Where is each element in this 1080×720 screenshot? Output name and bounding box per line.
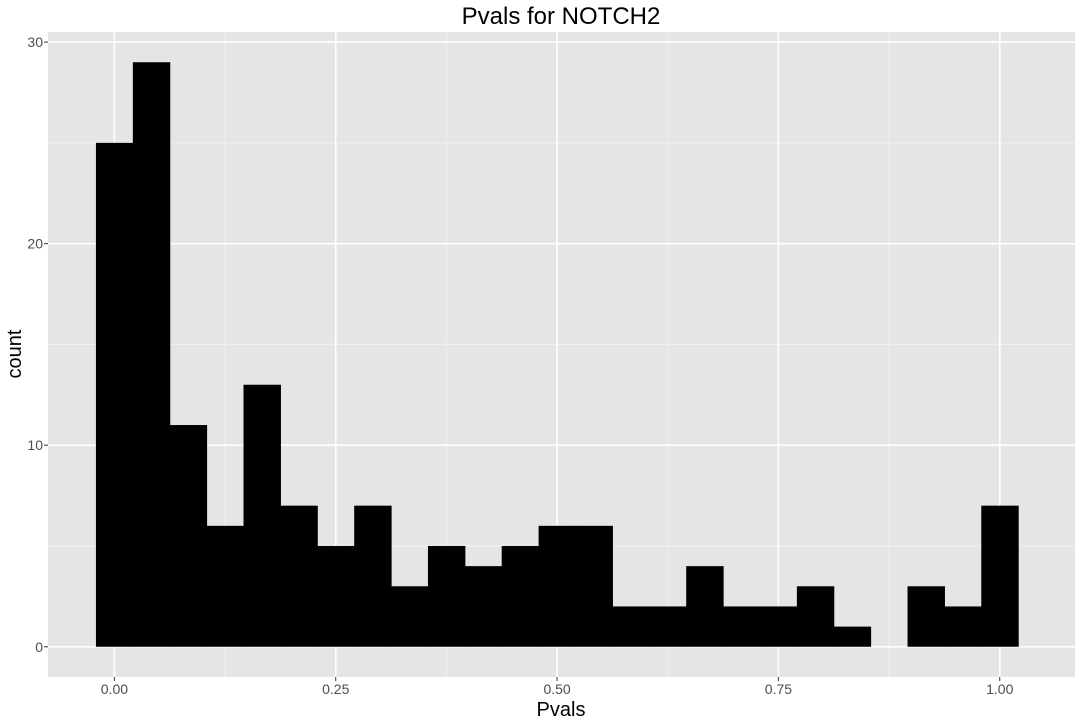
histogram-bar <box>907 586 945 647</box>
histogram-bar <box>723 606 761 647</box>
histogram-bar <box>538 525 577 647</box>
x-tick-label: 0.25 <box>322 681 349 697</box>
histogram-bar <box>354 505 392 647</box>
chart-title: Pvals for NOTCH2 <box>462 3 661 30</box>
x-axis: 0.00 0.25 0.50 0.75 1.00 <box>101 677 1014 697</box>
y-axis-label: count <box>4 329 26 378</box>
histogram-bar <box>759 606 798 647</box>
histogram-bar <box>833 626 872 647</box>
histogram-bar <box>169 425 208 647</box>
histogram-bar <box>575 525 613 647</box>
x-tick-label: 0.75 <box>765 681 792 697</box>
histogram-bar <box>317 545 355 647</box>
y-axis: 0 10 20 30 <box>27 34 48 655</box>
histogram-bar <box>243 384 281 647</box>
histogram-bar <box>944 606 982 647</box>
x-tick-label: 1.00 <box>986 681 1013 697</box>
minor-gridlines <box>48 32 1075 677</box>
x-tick-label: 0.00 <box>101 681 128 697</box>
histogram-bar <box>796 586 835 647</box>
histogram-bar <box>501 545 540 647</box>
histogram-bar <box>686 566 724 647</box>
x-axis-label: Pvals <box>537 699 586 720</box>
histogram-bar <box>280 505 318 647</box>
y-tick-label: 0 <box>35 639 43 655</box>
histogram-bars <box>95 62 1019 647</box>
histogram-bar <box>132 62 171 647</box>
histogram-bar <box>206 525 245 647</box>
histogram-bar <box>427 545 466 647</box>
histogram-bar <box>464 566 503 647</box>
histogram-bar <box>391 586 429 647</box>
histogram-bar <box>612 606 650 647</box>
y-tick-label: 20 <box>27 236 43 252</box>
y-tick-label: 10 <box>27 437 43 453</box>
y-tick-label: 30 <box>27 34 43 50</box>
x-tick-label: 0.50 <box>543 681 570 697</box>
histogram-bar <box>649 606 687 647</box>
histogram-bar <box>981 505 1019 647</box>
histogram-bar <box>95 142 134 647</box>
